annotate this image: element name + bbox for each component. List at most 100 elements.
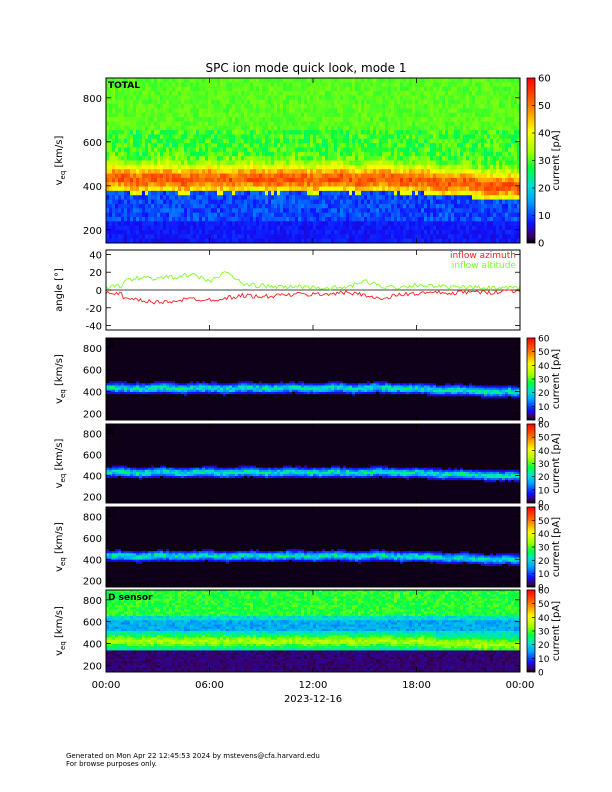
heatmap-cell [265, 134, 268, 139]
heatmap-cell [409, 126, 412, 131]
heatmap-cell [166, 213, 169, 218]
heatmap-cell [244, 113, 247, 118]
heatmap-cell [484, 230, 487, 235]
heatmap-cell [424, 152, 427, 157]
heatmap-cell [406, 130, 409, 135]
heatmap-cell [382, 187, 385, 192]
heatmap-cell [307, 121, 310, 126]
heatmap-cell [118, 156, 121, 161]
heatmap-cell [433, 152, 436, 157]
heatmap-cell [394, 200, 397, 205]
heatmap-cell [211, 178, 214, 183]
heatmap-cell [286, 234, 289, 239]
heatmap-cell [235, 169, 238, 174]
heatmap-cell [115, 213, 118, 218]
heatmap-cell [124, 234, 127, 239]
heatmap-cell [496, 161, 499, 166]
heatmap-cell [295, 174, 298, 179]
heatmap-cell [217, 195, 220, 200]
heatmap-cell [274, 78, 277, 83]
heatmap-cell [334, 165, 337, 170]
heatmap-cell [478, 213, 481, 218]
heatmap-cell [250, 169, 253, 174]
heatmap-cell [343, 221, 346, 226]
heatmap-cell [304, 191, 307, 196]
heatmap-cell [172, 213, 175, 218]
heatmap-cell [115, 208, 118, 213]
heatmap-cell [397, 204, 400, 209]
heatmap-cell [472, 178, 475, 183]
heatmap-cell [349, 217, 352, 222]
heatmap-cell [376, 156, 379, 161]
heatmap-cell [223, 104, 226, 109]
heatmap-cell [223, 195, 226, 200]
heatmap-cell [256, 191, 259, 196]
heatmap-cell [499, 82, 502, 87]
heatmap-cell [370, 87, 373, 92]
heatmap-cell [463, 134, 466, 139]
heatmap-cell [427, 195, 430, 200]
heatmap-cell [325, 121, 328, 126]
heatmap-cell [349, 121, 352, 126]
heatmap-cell [244, 134, 247, 139]
heatmap-cell [451, 230, 454, 235]
heatmap-cell [166, 143, 169, 148]
heatmap-cell [316, 213, 319, 218]
heatmap-cell [391, 113, 394, 118]
heatmap-cell [277, 161, 280, 166]
heatmap-cell [439, 178, 442, 183]
heatmap-cell [460, 204, 463, 209]
heatmap-cell [412, 113, 415, 118]
heatmap-cell [286, 104, 289, 109]
heatmap-cell [370, 78, 373, 83]
heatmap-cell [154, 169, 157, 174]
heatmap-cell [316, 126, 319, 131]
heatmap-cell [436, 108, 439, 113]
heatmap-cell [169, 143, 172, 148]
heatmap-cell [106, 230, 109, 235]
heatmap-cell [370, 152, 373, 157]
heatmap-cell [157, 182, 160, 187]
heatmap-cell [328, 208, 331, 213]
heatmap-cell [418, 113, 421, 118]
heatmap-cell [130, 95, 133, 100]
heatmap-cell [367, 187, 370, 192]
heatmap-cell [253, 100, 256, 105]
heatmap-cell [457, 187, 460, 192]
heatmap-cell [325, 226, 328, 231]
heatmap-cell [241, 113, 244, 118]
heatmap-cell [445, 165, 448, 170]
heatmap-cell [313, 139, 316, 144]
heatmap-cell [175, 200, 178, 205]
heatmap-cell [382, 95, 385, 100]
heatmap-cell [214, 91, 217, 96]
heatmap-cell [136, 95, 139, 100]
heatmap-cell [193, 108, 196, 113]
heatmap-cell [427, 156, 430, 161]
heatmap-cell [361, 104, 364, 109]
heatmap-cell [151, 152, 154, 157]
heatmap-cell [241, 156, 244, 161]
heatmap-cell [319, 230, 322, 235]
heatmap-cell [418, 126, 421, 131]
heatmap-cell [487, 165, 490, 170]
heatmap-cell [223, 100, 226, 105]
heatmap-cell [253, 156, 256, 161]
heatmap-cell [364, 217, 367, 222]
heatmap-cell [193, 187, 196, 192]
heatmap-cell [298, 130, 301, 135]
heatmap-cell [208, 82, 211, 87]
heatmap-cell [442, 100, 445, 105]
heatmap-cell [463, 104, 466, 109]
heatmap-cell [388, 200, 391, 205]
heatmap-cell [445, 200, 448, 205]
heatmap-cell [154, 95, 157, 100]
heatmap-cell [340, 117, 343, 122]
heatmap-cell [286, 126, 289, 131]
heatmap-cell [220, 213, 223, 218]
heatmap-cell [331, 147, 334, 152]
heatmap-cell [328, 217, 331, 222]
heatmap-cell [310, 104, 313, 109]
heatmap-cell [295, 213, 298, 218]
heatmap-cell [175, 182, 178, 187]
